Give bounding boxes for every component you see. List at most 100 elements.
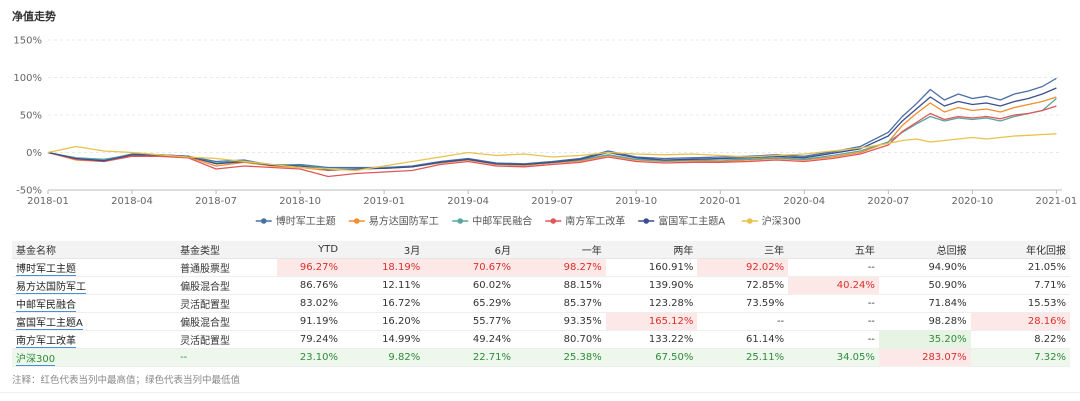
- column-header[interactable]: 基金类型: [176, 241, 278, 259]
- series-line: [47, 98, 1057, 170]
- return-cell: --: [788, 294, 879, 313]
- return-cell: 133.22%: [605, 330, 698, 349]
- fund-name-cell[interactable]: 南方军工改革: [12, 330, 177, 349]
- series-line: [47, 77, 1057, 169]
- legend-swatch-dot: [353, 218, 360, 224]
- fund-type-cell: 偏股混合型: [176, 312, 278, 331]
- return-cell: 25.38%: [514, 348, 606, 367]
- table-row: 中邮军民融合 灵活配置型 83.02% 16.72% 65.29% 85.37% 123.2…: [12, 294, 1070, 313]
- y-tick-label: 50%: [20, 111, 42, 122]
- return-cell: 139.90%: [605, 276, 698, 295]
- column-header[interactable]: 3月: [342, 241, 425, 259]
- return-cell: 94.90%: [878, 258, 971, 277]
- column-header[interactable]: 一年: [514, 241, 606, 259]
- x-tick-label: 2019-01: [363, 196, 405, 207]
- return-cell: 85.37%: [514, 294, 606, 313]
- table-row: 易方达国防军工 偏股混合型 86.76% 12.11% 60.02% 88.15% 139.…: [12, 276, 1070, 295]
- table-note: 注释：红色代表当列中最高值；绿色代表当列中最低值: [12, 375, 241, 386]
- return-cell: 9.82%: [342, 348, 425, 367]
- return-cell: 65.29%: [424, 294, 515, 313]
- return-cell: 14.99%: [342, 330, 425, 349]
- x-tick-label: 2018-04: [111, 196, 153, 207]
- x-tick-label: 2020-10: [951, 196, 993, 207]
- legend-label: 易方达国防军工: [369, 215, 439, 228]
- fund-type-cell: --: [176, 348, 278, 367]
- column-header[interactable]: 年化回报: [970, 241, 1070, 259]
- y-tick-label: -50%: [16, 186, 42, 197]
- table-row: 沪深300 -- 23.10% 9.82% 22.71% 25.38% 67.50% 25.1…: [12, 348, 1070, 367]
- return-cell: 22.71%: [424, 348, 515, 367]
- return-cell: 92.02%: [697, 258, 789, 277]
- return-cell: 34.05%: [788, 348, 879, 367]
- return-cell: --: [697, 312, 789, 331]
- return-cell: --: [788, 312, 879, 331]
- x-tick-label: 2020-04: [783, 196, 825, 207]
- table-header-row: 基金名称 基金类型 YTD 3月 6月 一年 两年 三年 五年 总回报 年化回报: [12, 241, 1070, 259]
- table-row: 南方军工改革 灵活配置型 79.24% 14.99% 49.24% 80.70% 133.2…: [12, 330, 1070, 349]
- fund-name-link[interactable]: 博时军工主题: [16, 264, 76, 276]
- return-cell: 61.14%: [697, 330, 789, 349]
- fund-name-cell[interactable]: 富国军工主题A: [12, 312, 177, 331]
- column-header[interactable]: 基金名称: [12, 241, 177, 259]
- return-cell: --: [788, 258, 879, 277]
- legend-label: 博时军工主题: [276, 215, 336, 228]
- x-tick-label: 2019-04: [447, 196, 489, 207]
- return-cell: 49.24%: [424, 330, 515, 349]
- fund-type-cell: 灵活配置型: [176, 330, 278, 349]
- return-cell: 283.07%: [878, 348, 971, 367]
- column-header[interactable]: 6月: [424, 241, 515, 259]
- series-line: [47, 105, 1057, 178]
- return-cell: 165.12%: [605, 312, 698, 331]
- x-tick-label: 2019-10: [615, 196, 657, 207]
- column-header[interactable]: 三年: [697, 241, 789, 259]
- column-header[interactable]: YTD: [277, 241, 343, 259]
- fund-name-cell[interactable]: 博时军工主题: [12, 258, 177, 277]
- performance-table: 基金名称 基金类型 YTD 3月 6月 一年 两年 三年 五年 总回报 年化回报 博时军工主题 普通股…: [12, 241, 1070, 367]
- x-tick-label: 2018-10: [279, 196, 321, 207]
- fund-name-cell[interactable]: 中邮军民融合: [12, 294, 177, 313]
- return-cell: 40.24%: [788, 276, 879, 295]
- x-tick-label: 2019-07: [531, 196, 573, 207]
- fund-name-link[interactable]: 中邮军民融合: [16, 300, 76, 312]
- return-cell: 160.91%: [605, 258, 698, 277]
- legend-swatch-dot: [643, 218, 650, 224]
- return-cell: 12.11%: [342, 276, 425, 295]
- fund-name-cell[interactable]: 沪深300: [12, 348, 177, 367]
- return-cell: 98.28%: [878, 312, 971, 331]
- return-cell: 96.27%: [277, 258, 343, 277]
- x-tick-label: 2021-01: [1035, 196, 1077, 207]
- legend-label: 南方军工改革: [565, 215, 625, 228]
- return-cell: 50.90%: [878, 276, 971, 295]
- return-cell: 98.27%: [514, 258, 606, 277]
- legend-swatch-dot: [550, 218, 557, 224]
- column-header[interactable]: 五年: [788, 241, 879, 259]
- return-cell: 8.22%: [970, 330, 1070, 349]
- legend-swatch-dot: [260, 218, 267, 224]
- fund-name-link[interactable]: 富国军工主题A: [16, 318, 83, 330]
- return-cell: 16.20%: [342, 312, 425, 331]
- return-cell: 7.32%: [970, 348, 1070, 367]
- return-cell: 23.10%: [277, 348, 343, 367]
- return-cell: 60.02%: [424, 276, 515, 295]
- section-title: 净值走势: [12, 10, 56, 23]
- return-cell: 71.84%: [878, 294, 971, 313]
- fund-name-cell[interactable]: 易方达国防军工: [12, 276, 177, 295]
- y-tick-label: 100%: [13, 73, 42, 84]
- legend-swatch-dot: [457, 218, 464, 224]
- return-cell: --: [788, 330, 879, 349]
- return-cell: 80.70%: [514, 330, 606, 349]
- return-cell: 28.16%: [970, 312, 1070, 331]
- fund-name-link[interactable]: 南方军工改革: [16, 336, 76, 348]
- return-cell: 79.24%: [277, 330, 343, 349]
- column-header[interactable]: 两年: [605, 241, 698, 259]
- fund-name-link[interactable]: 易方达国防军工: [16, 282, 86, 294]
- legend-label: 沪深300: [762, 215, 801, 228]
- fund-type-cell: 偏股混合型: [176, 276, 278, 295]
- table-row: 博时军工主题 普通股票型 96.27% 18.19% 70.67% 98.27% 160.9…: [12, 258, 1070, 277]
- series-line: [47, 133, 1057, 172]
- fund-name-link[interactable]: 沪深300: [16, 354, 56, 366]
- return-cell: 7.71%: [970, 276, 1070, 295]
- y-tick-label: 150%: [13, 36, 42, 47]
- column-header[interactable]: 总回报: [878, 241, 971, 259]
- return-cell: 35.20%: [878, 330, 971, 349]
